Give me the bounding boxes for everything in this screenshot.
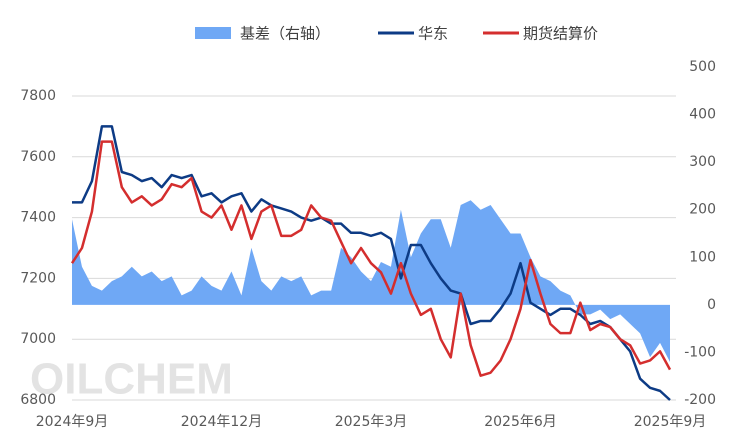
watermark: OILCHEM xyxy=(30,355,233,404)
y2-tick-label: -100 xyxy=(684,344,716,360)
y2-tick-label: 500 xyxy=(689,59,716,75)
legend-label: 华东 xyxy=(418,25,448,43)
y-tick-label: 7800 xyxy=(20,88,56,104)
x-tick-label: 2025年9月 xyxy=(634,414,707,430)
x-tick-label: 2025年3月 xyxy=(335,414,408,430)
y-tick-label: 7000 xyxy=(20,331,56,347)
y-tick-label: 6800 xyxy=(20,392,56,408)
y2-tick-label: -200 xyxy=(684,392,716,408)
basis-area xyxy=(72,200,670,362)
price-line xyxy=(70,140,672,377)
legend-label: 基差（右轴） xyxy=(240,25,330,43)
x-tick-label: 2025年6月 xyxy=(484,414,557,430)
x-tick-label: 2024年9月 xyxy=(36,414,109,430)
y-tick-label: 7400 xyxy=(20,210,56,226)
legend-label: 期货结算价 xyxy=(523,25,598,43)
legend: 基差（右轴） 华东 期货结算价 xyxy=(195,25,598,43)
y-tick-label: 7200 xyxy=(20,270,56,286)
x-tick-label: 2024年12月 xyxy=(181,414,262,430)
y2-tick-label: 300 xyxy=(689,154,716,170)
y2-tick-label: 0 xyxy=(707,297,716,313)
y2-tick-label: 100 xyxy=(689,249,716,265)
legend-swatch xyxy=(195,27,231,39)
price-line xyxy=(72,125,671,401)
y2-tick-label: 200 xyxy=(689,202,716,218)
y2-tick-label: 400 xyxy=(689,107,716,123)
y-tick-label: 7600 xyxy=(20,149,56,165)
